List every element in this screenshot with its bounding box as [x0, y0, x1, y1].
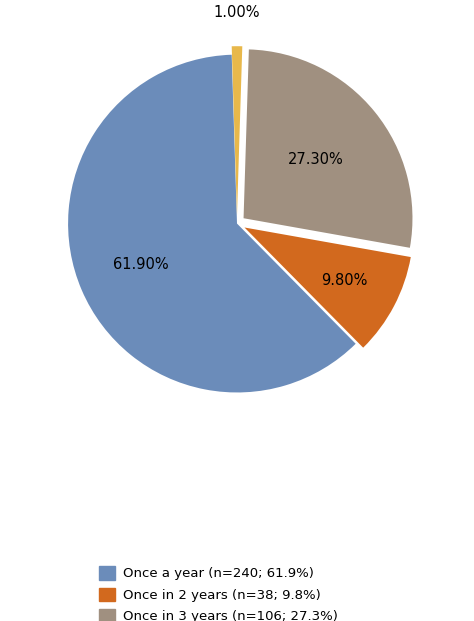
Wedge shape [244, 50, 412, 248]
Wedge shape [245, 227, 411, 348]
Text: 27.30%: 27.30% [288, 152, 344, 167]
Wedge shape [232, 46, 242, 215]
Wedge shape [68, 55, 356, 392]
Text: 9.80%: 9.80% [321, 273, 368, 288]
Text: 1.00%: 1.00% [214, 5, 260, 20]
Legend: Once a year (n=240; 61.9%), Once in 2 years (n=38; 9.8%), Once in 3 years (n=106: Once a year (n=240; 61.9%), Once in 2 ye… [93, 560, 381, 621]
Text: 61.90%: 61.90% [113, 257, 169, 273]
